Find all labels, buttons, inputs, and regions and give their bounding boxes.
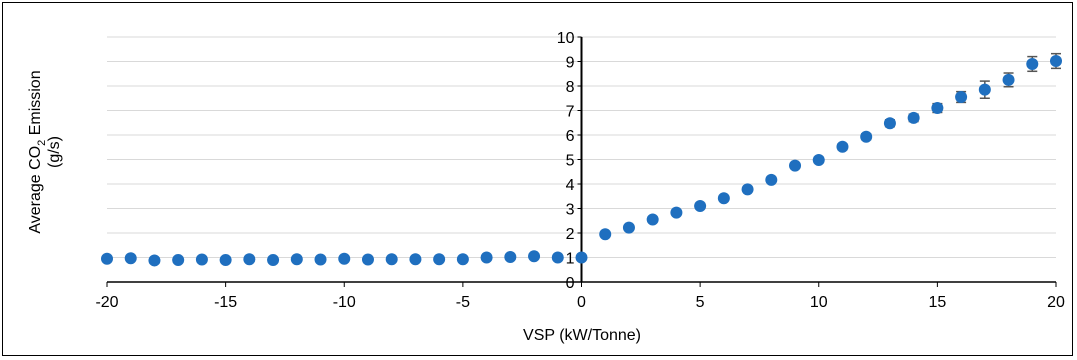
data-point: [385, 253, 398, 266]
data-point: [765, 173, 778, 186]
x-tick-label: -10: [333, 294, 356, 311]
data-point: [409, 253, 422, 266]
y-tick-label: 3: [566, 202, 575, 219]
x-axis-label: VSP (kW/Tonne): [523, 327, 641, 344]
x-tick-label: 5: [696, 294, 705, 311]
y-axis-label-prefix: Average CO: [27, 146, 44, 234]
y-tick-label: 0: [566, 275, 575, 292]
x-tick-label: 0: [577, 294, 586, 311]
x-tick-label: 15: [928, 294, 946, 311]
y-tick-label: 2: [566, 226, 575, 243]
data-point: [433, 253, 446, 266]
data-point: [1050, 55, 1062, 68]
data-point: [694, 200, 707, 213]
y-tick-label: 7: [566, 104, 575, 121]
data-point: [101, 252, 113, 265]
y-axis-label-line1: Average CO2 Emission: [27, 70, 48, 233]
data-point: [480, 251, 493, 264]
x-tick-label: 20: [1047, 294, 1065, 311]
y-tick-labels: 0 1 2 3 4 5 6 7 8 9 10: [557, 30, 575, 292]
data-point: [456, 253, 469, 266]
data-point: [124, 252, 137, 265]
data-point: [219, 253, 232, 266]
data-point: [195, 253, 208, 266]
data-point: [646, 213, 659, 226]
data-point: [528, 250, 541, 263]
y-tick-label: 5: [566, 153, 575, 170]
y-axis-label-subscript: 2: [36, 140, 48, 146]
axes: [106, 36, 1057, 287]
y-tick-label: 8: [566, 79, 575, 96]
x-tick-label: 10: [810, 294, 828, 311]
data-point: [172, 253, 185, 266]
x-tick-labels: -20 -15 -10 -5 0 5 10 15 20: [95, 294, 1065, 311]
y-tick-label: 10: [557, 30, 575, 47]
y-tick-label: 6: [566, 128, 575, 145]
data-point: [670, 206, 683, 219]
data-point: [504, 251, 517, 264]
data-point: [599, 228, 612, 241]
data-points: [101, 55, 1062, 267]
x-tick-label: -5: [456, 294, 470, 311]
data-point: [575, 251, 588, 264]
data-point: [551, 251, 564, 264]
data-point: [717, 192, 730, 205]
data-point: [314, 253, 327, 266]
data-point: [148, 254, 161, 267]
x-tick-label: -15: [214, 294, 237, 311]
data-point: [1026, 57, 1039, 70]
y-tick-label: 1: [566, 251, 575, 268]
y-tick-label: 4: [566, 177, 575, 194]
y-axis-label-line2: (g/s): [46, 136, 63, 168]
data-point: [836, 140, 849, 153]
data-point: [789, 159, 802, 172]
data-point: [338, 252, 351, 265]
data-point: [741, 183, 754, 196]
data-point: [883, 117, 896, 130]
y-axis-label-suffix: Emission: [27, 70, 44, 139]
data-point: [860, 130, 873, 143]
data-point: [267, 253, 280, 266]
data-point: [955, 91, 968, 104]
data-point: [1002, 73, 1015, 86]
x-tick-label: -20: [95, 294, 118, 311]
data-point: [907, 111, 920, 124]
data-point: [290, 253, 303, 266]
data-point: [931, 102, 944, 115]
data-point: [243, 253, 256, 266]
data-point: [812, 153, 825, 166]
data-point: [622, 221, 635, 234]
y-tick-label: 9: [566, 55, 575, 72]
y-axis-label: Average CO2 Emission (g/s): [27, 70, 63, 233]
data-point: [361, 253, 374, 266]
data-point: [978, 83, 991, 96]
